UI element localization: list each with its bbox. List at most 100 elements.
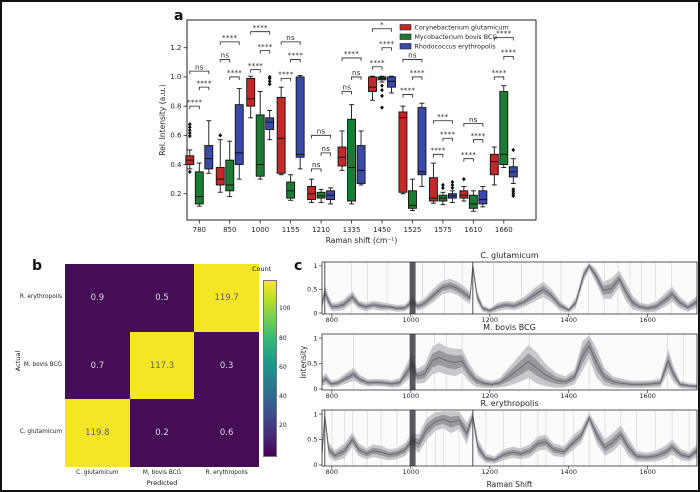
significance-bracket [311,168,322,172]
std-band-inner [322,413,697,462]
box [255,114,265,177]
spectrum-x-tick-label: 800 [326,468,338,476]
box [398,111,408,193]
selected-band-marker [409,410,416,466]
spectrum-axis-frame [321,261,698,315]
outlier-marker [267,79,272,84]
significance-label: **** [400,87,415,95]
significance-label: **** [370,59,385,67]
box [194,171,204,205]
significance-label: **** [253,24,268,32]
std-band-inner [322,263,697,312]
outlier-marker [441,185,445,191]
significance-label: **** [461,151,476,159]
significance-bracket [372,66,383,70]
outlier-marker [187,122,192,127]
significance-label: * [380,21,384,29]
matrix-row-label: R. erythropolis [19,293,62,300]
spectrum-x-tick-label: 1000 [403,468,420,476]
significance-bracket [250,31,271,35]
significance-label: **** [257,43,272,51]
selected-band-marker [409,334,416,390]
x-tick-label: 1575 [434,226,452,234]
box [387,76,396,88]
significance-bracket [341,57,362,61]
significance-bracket [198,86,210,91]
colorbar-tick-label: 60 [279,363,287,371]
legend-swatch [399,24,412,31]
significance-label: **** [470,132,485,140]
significance-label: **** [222,34,237,42]
colorbar [263,280,277,457]
significance-label: *** [437,113,449,121]
significance-label: **** [440,130,455,138]
matrix-cell: 0.2 [129,399,195,467]
colorbar-tick-label: 80 [279,334,287,342]
significance-label: **** [187,98,202,106]
significance-label: ns [408,52,417,60]
significance-label: **** [227,69,242,77]
y-tick-label: 0.2 [170,190,181,198]
significance-bracket [219,41,240,45]
outlier-marker [218,133,223,138]
box [225,159,235,192]
panel-a-boxplot-chart: 0.2 0.4 0.6 0.8 1.0 1.2 780 850 1000 1155 1210 1335… [158,19,537,245]
matrix-cell: 0.5 [129,264,195,332]
y-tick-label: 0.8 [170,102,181,110]
spectrum-y-tick-label: 1 [313,334,317,342]
significance-bracket [402,94,413,98]
outlier-marker [187,125,192,130]
significance-label: **** [278,71,293,79]
boxplot-ylabel: Rel. Intensity (a.u.) [158,84,167,155]
significance-bracket [493,37,514,41]
box [286,181,296,199]
significance-label: ns [469,116,478,124]
colorbar-title: Count [252,265,272,273]
spectrum-x-tick-label: 1600 [639,468,656,476]
colorbar-tick-label: 20 [279,422,287,430]
box [468,194,478,209]
spectrum-title: M. bovis BCG [483,323,536,332]
significance-bracket [433,153,444,158]
spectrum-x-tick-label: 1400 [560,392,577,400]
spectra-xlabel: Raman Shift [487,480,533,489]
x-tick-label: 1155 [282,226,300,234]
spectrum-x-tick-label: 1200 [481,316,498,324]
box [408,190,417,209]
significance-label: **** [431,147,446,155]
significance-label: ns [195,63,204,71]
std-band-outer [322,411,697,464]
spectrum-x-tick-label: 800 [326,392,338,400]
significance-bracket [311,134,331,139]
spectrum-x-tick-label: 1600 [639,316,656,324]
box [276,96,286,174]
legend-swatch [399,33,412,40]
spectrum-title: R. erythropolis [480,399,538,408]
mean-spectrum-line [321,344,698,387]
significance-label: **** [379,40,394,48]
significance-bracket [280,41,301,45]
spectrum-title: C. glutamicum [480,251,539,260]
spectrum-x-tick-label: 1000 [403,316,420,324]
significance-label: **** [496,30,511,38]
matrix-row-label: M. bovis BCG [23,361,62,368]
box [307,185,317,201]
confusion-matrix: 0.9 0.5 119.7 0.7 117.3 0.3 119.8 0.2 0.6 [65,264,259,467]
significance-label: **** [501,49,516,57]
box [246,77,256,107]
box [337,146,347,167]
legend-swatch [399,43,412,50]
spectrum-y-tick-label: 0.5 [307,286,317,294]
box [356,145,366,184]
y-tick-label: 0.4 [170,161,182,169]
significance-label: **** [410,69,425,77]
matrix-cell: 0.6 [194,399,259,467]
spectrum-x-tick-label: 800 [326,316,338,324]
outlier-marker [450,179,455,185]
box [459,190,469,199]
significance-bracket [259,50,271,54]
spectrum-axis-frame [321,409,698,467]
x-tick-label: 1000 [251,226,269,234]
matrix-col-label: C. glutamicum [76,470,119,476]
significance-label: ns [221,52,230,60]
